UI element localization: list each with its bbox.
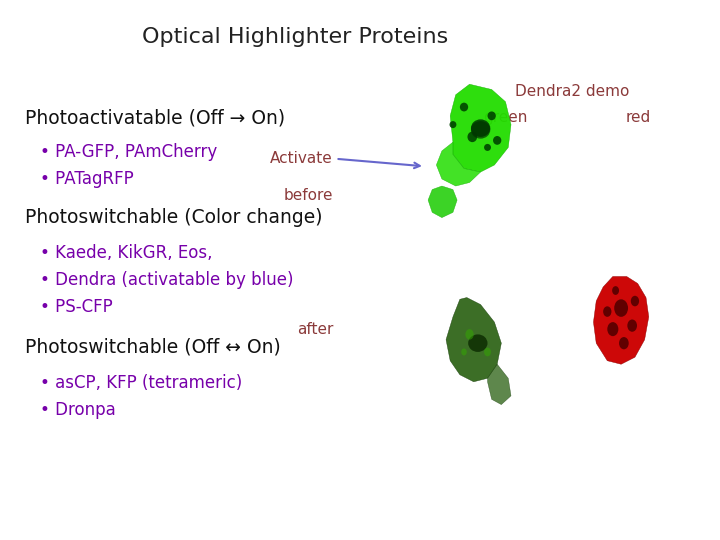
Ellipse shape — [462, 348, 467, 355]
Ellipse shape — [468, 334, 487, 352]
Text: green: green — [483, 110, 528, 125]
Text: B: B — [559, 72, 567, 82]
Text: Optical Highlighter Proteins: Optical Highlighter Proteins — [142, 27, 449, 47]
Polygon shape — [446, 298, 501, 382]
Text: Photoswitchable (Color change): Photoswitchable (Color change) — [25, 208, 323, 227]
Text: Activate: Activate — [270, 151, 333, 166]
Ellipse shape — [484, 348, 491, 356]
Polygon shape — [428, 186, 457, 218]
Text: A: A — [415, 72, 423, 82]
Ellipse shape — [627, 320, 637, 332]
Text: • PA-GFP, PAmCherry: • PA-GFP, PAmCherry — [40, 143, 217, 161]
Ellipse shape — [471, 121, 490, 139]
Text: Dendra2 demo: Dendra2 demo — [516, 84, 629, 99]
Text: • PATagRFP: • PATagRFP — [40, 170, 133, 188]
Text: • Dronpa: • Dronpa — [40, 401, 115, 418]
Ellipse shape — [619, 337, 629, 349]
Ellipse shape — [449, 121, 456, 128]
Polygon shape — [593, 276, 649, 364]
Ellipse shape — [614, 299, 628, 317]
Text: • PS-CFP: • PS-CFP — [40, 298, 112, 316]
Polygon shape — [487, 364, 511, 404]
Text: after: after — [297, 322, 333, 337]
Text: D: D — [559, 264, 567, 274]
Ellipse shape — [471, 119, 490, 137]
Text: • Kaede, KikGR, Eos,: • Kaede, KikGR, Eos, — [40, 244, 212, 262]
Text: red: red — [625, 110, 651, 125]
Text: before: before — [284, 188, 333, 203]
Ellipse shape — [465, 329, 474, 340]
Polygon shape — [450, 84, 511, 172]
Text: • Dendra (activatable by blue): • Dendra (activatable by blue) — [40, 271, 293, 289]
Text: • asCP, KFP (tetrameric): • asCP, KFP (tetrameric) — [40, 374, 242, 391]
Text: C: C — [415, 264, 423, 274]
Text: Photoactivatable (Off → On): Photoactivatable (Off → On) — [25, 108, 285, 127]
Ellipse shape — [631, 296, 639, 306]
Text: Photoswitchable (Off ↔ On): Photoswitchable (Off ↔ On) — [25, 338, 281, 356]
Ellipse shape — [487, 111, 496, 120]
Ellipse shape — [493, 136, 501, 145]
Ellipse shape — [612, 286, 619, 295]
Polygon shape — [436, 142, 481, 186]
Ellipse shape — [467, 132, 477, 142]
Ellipse shape — [460, 103, 468, 111]
Ellipse shape — [603, 306, 611, 317]
Ellipse shape — [484, 144, 491, 151]
Ellipse shape — [607, 322, 618, 336]
